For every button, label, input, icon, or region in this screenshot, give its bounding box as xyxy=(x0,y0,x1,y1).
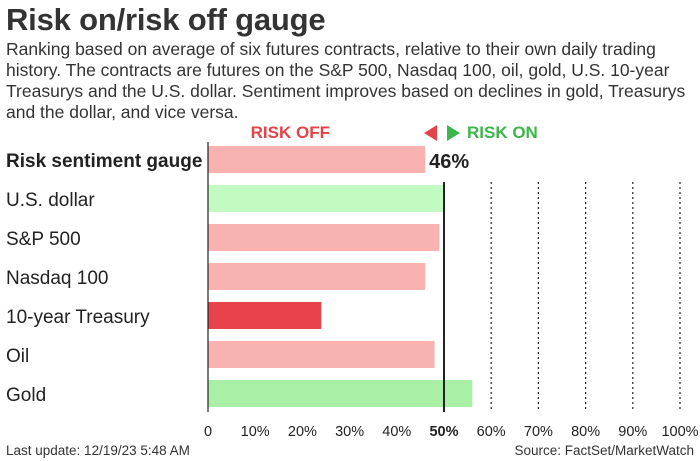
chart-subtitle: Ranking based on average of six futures … xyxy=(6,39,686,122)
category-label: Gold xyxy=(6,385,46,406)
last-update-text: Last update: 12/19/23 5:48 AM xyxy=(6,443,190,458)
category-label: 10-year Treasury xyxy=(6,307,150,328)
category-label: S&P 500 xyxy=(6,229,81,250)
bar xyxy=(208,146,426,173)
risk-off-arrow-icon xyxy=(424,125,437,141)
source-text: Source: FactSet/MarketWatch xyxy=(514,443,694,458)
x-tick-label: 0 xyxy=(204,424,212,440)
gauge-value-label: 46% xyxy=(429,151,469,173)
category-label: Nasdaq 100 xyxy=(6,268,108,289)
bar xyxy=(208,341,435,368)
x-tick-label: 40% xyxy=(382,424,411,440)
bar xyxy=(208,302,322,329)
risk-on-label: RISK ON xyxy=(467,123,538,142)
x-tick-label: 30% xyxy=(335,424,364,440)
bar xyxy=(208,263,426,290)
x-tick-label: 70% xyxy=(524,424,553,440)
x-tick-label: 20% xyxy=(288,424,317,440)
chart-title: Risk on/risk off gauge xyxy=(6,2,326,37)
risk-off-label: RISK OFF xyxy=(250,123,330,142)
bar xyxy=(208,380,473,407)
category-label: Oil xyxy=(6,346,29,367)
bar xyxy=(208,224,440,251)
x-tick-label: 90% xyxy=(618,424,647,440)
x-tick-label: 10% xyxy=(241,424,270,440)
category-label: U.S. dollar xyxy=(6,190,95,211)
x-tick-label: 80% xyxy=(571,424,600,440)
risk-on-arrow-icon xyxy=(447,125,460,141)
x-tick-label: 100% xyxy=(661,424,698,440)
bar xyxy=(208,185,444,212)
category-label: Risk sentiment gauge xyxy=(6,151,202,172)
x-tick-label: 50% xyxy=(429,424,458,440)
x-tick-label: 60% xyxy=(477,424,506,440)
